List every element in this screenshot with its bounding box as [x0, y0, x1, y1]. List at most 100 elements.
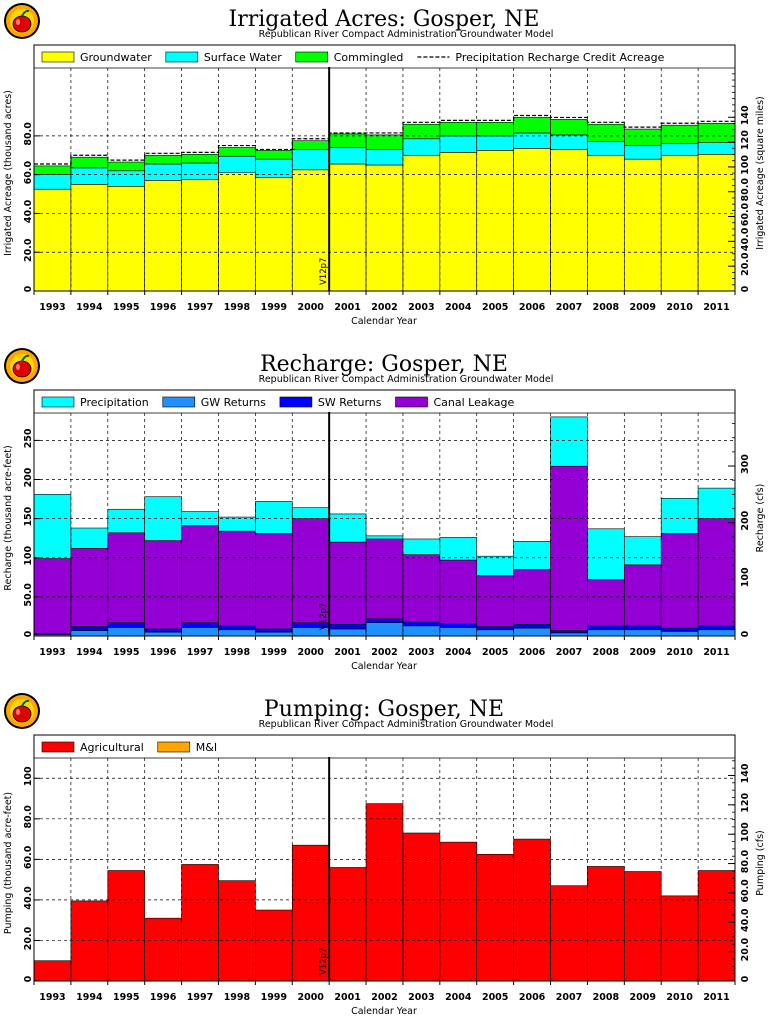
chart-title: Recharge: Gosper, NE — [260, 352, 508, 377]
y2-axis-label: Recharge (cfs) — [755, 484, 766, 553]
x-tick-label: 1994 — [76, 647, 103, 658]
y-axis-label: Irrigated Acreage (thousand acres) — [3, 90, 14, 256]
y2-tick-label: 40.0 — [740, 908, 751, 932]
bar-segment — [365, 538, 404, 620]
plot-frame — [33, 44, 736, 292]
x-tick-label: 2001 — [334, 647, 360, 658]
y-tick-label: 80.0 — [23, 122, 34, 146]
x-tick-label: 2008 — [593, 647, 620, 658]
y2-tick-label: 20.0 — [740, 938, 751, 962]
y2-tick-label: 60.0 — [740, 202, 751, 226]
chart-subtitle: Republican River Compact Administration … — [259, 29, 554, 40]
x-tick-label: 2009 — [630, 647, 656, 658]
y-tick-label: 0 — [23, 975, 34, 982]
x-tick-label: 1996 — [150, 302, 177, 313]
y2-tick-label: 140 — [740, 763, 751, 783]
x-tick-label: 2006 — [519, 302, 546, 313]
x-axis-label: Calendar Year — [351, 1006, 417, 1017]
bar-segment — [697, 518, 736, 627]
legend-label: M&I — [196, 741, 217, 754]
bar-segment — [587, 625, 625, 631]
bar-segment — [587, 528, 625, 580]
x-tick-label: 1996 — [150, 992, 177, 1003]
legend-item: SW Returns — [279, 396, 382, 409]
bar-segment — [144, 917, 182, 982]
bar-segment — [365, 535, 404, 540]
version-marker-label: V12p7 — [319, 948, 329, 975]
x-tick-label: 2009 — [630, 302, 656, 313]
bar-segment — [439, 559, 478, 624]
bar-segment — [587, 866, 625, 982]
legend-swatch — [41, 741, 75, 753]
bar-segment — [513, 838, 551, 982]
bar-segment — [255, 501, 293, 534]
bar-segment — [439, 152, 478, 292]
apple-logo-icon — [3, 692, 41, 730]
legend-label: Precipitation — [80, 396, 149, 409]
bar-segment — [107, 170, 145, 187]
x-tick-label: 2008 — [593, 302, 620, 313]
y2-tick-label: 200 — [740, 510, 751, 530]
bar-segment — [513, 132, 551, 149]
bar-segment — [365, 622, 404, 637]
bar-segment — [255, 631, 293, 637]
x-tick-label: 2011 — [703, 302, 729, 313]
x-tick-label: 1993 — [39, 992, 65, 1003]
bar-segment — [476, 575, 514, 627]
bar-segment — [144, 628, 182, 633]
y-tick-label: 100 — [23, 766, 34, 786]
legend-item: Commingled — [295, 51, 404, 64]
apple-logo-icon — [3, 347, 41, 385]
bar-segment — [587, 154, 625, 292]
y-tick-label: 0 — [23, 285, 34, 292]
x-tick-label: 2004 — [445, 992, 472, 1003]
bar-segment — [550, 149, 588, 292]
legend-label: SW Returns — [318, 396, 382, 409]
y-tick-label: 40.0 — [23, 199, 34, 223]
x-tick-label: 2003 — [408, 647, 434, 658]
legend-swatch — [279, 396, 313, 408]
bar-segment — [624, 128, 662, 146]
y-tick-label: 40.0 — [23, 886, 34, 910]
x-tick-label: 1999 — [261, 992, 287, 1003]
bar-segment — [33, 558, 72, 634]
bar-segment — [70, 900, 109, 982]
x-tick-label: 2006 — [519, 647, 546, 658]
x-tick-label: 2003 — [408, 992, 434, 1003]
bar-segment — [476, 150, 514, 292]
x-tick-label: 2010 — [666, 647, 693, 658]
x-tick-label: 2001 — [334, 302, 360, 313]
legend-swatch — [395, 396, 428, 408]
bar-segment — [365, 618, 404, 623]
x-tick-label: 2004 — [445, 302, 472, 313]
x-tick-label: 1993 — [39, 302, 65, 313]
bar-segment — [476, 626, 514, 631]
legend-label: Precipitation Recharge Credit Acreage — [455, 51, 664, 64]
legend-swatch — [157, 741, 191, 753]
bar-segment — [550, 134, 588, 150]
bar-segment — [476, 853, 514, 982]
bar-segment — [70, 184, 109, 292]
x-tick-label: 1995 — [113, 302, 139, 313]
bar-segment — [624, 871, 662, 982]
x-tick-label: 2006 — [519, 992, 546, 1003]
y-tick-label: 250 — [23, 428, 34, 448]
y2-tick-label: 0 — [740, 285, 751, 292]
y-tick-label: 80.0 — [23, 805, 34, 829]
bar-segment — [402, 621, 441, 627]
x-tick-label: 2004 — [445, 647, 472, 658]
y-tick-label: 60.0 — [23, 161, 34, 185]
legend-label: Commingled — [334, 51, 404, 64]
version-marker-label: V12p7 — [319, 603, 329, 630]
bar-segment — [218, 625, 256, 631]
bar-segment — [697, 629, 736, 637]
y-axis-label: Recharge (thousand acre-feet) — [3, 445, 14, 590]
x-axis-label: Calendar Year — [351, 316, 417, 327]
legend-swatch — [41, 51, 75, 63]
bar-segment — [144, 631, 182, 637]
bar-segment — [476, 555, 514, 577]
bar-segment — [587, 141, 625, 156]
bar-segment — [660, 631, 699, 637]
